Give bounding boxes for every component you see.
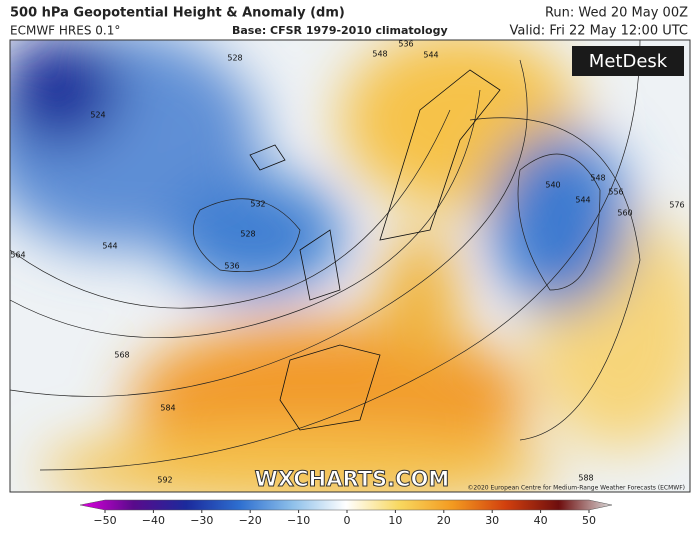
contour-label: 540 [545,181,560,190]
contour-label: 528 [240,230,255,239]
valid: Valid: Fri 22 May 12:00 UTC [509,24,688,39]
contour-label: 532 [250,200,265,209]
contour-label: 588 [578,474,593,483]
logo: MetDesk [589,51,668,72]
contour-label: 548 [372,50,387,59]
map-frame [9,39,691,493]
contour-label: 576 [669,201,684,210]
contour-label: 568 [114,351,129,360]
colorbar-tick-label: −30 [190,514,213,527]
copyright: ©2020 European Centre for Medium-Range W… [467,485,685,492]
base: Base: CFSR 1979-2010 climatology [232,24,448,37]
colorbar-tick-label: −40 [142,514,165,527]
colorbar: −50 −40 −30 −20 −10 0 10 20 30 40 50 [79,499,613,527]
colorbar-tick-label: 20 [437,514,451,527]
title: 500 hPa Geopotential Height & Anomaly (d… [10,6,345,21]
colorbar-tick-label: −50 [93,514,116,527]
watermark: WXCHARTS.COM [255,467,450,491]
contour-label: 564 [10,251,25,260]
contour-label: 560 [617,209,632,218]
colorbar-tick-label: 40 [534,514,548,527]
contour-label: 536 [224,262,239,271]
contour-label: 536 [398,40,413,49]
contour-label: 548 [590,174,605,183]
model: ECMWF HRES 0.1° [10,24,120,38]
contour-label: 556 [608,188,623,197]
contour-label: 528 [227,54,242,63]
contour-label: 592 [157,476,172,485]
run: Run: Wed 20 May 00Z [545,6,688,21]
contour-label: 544 [423,51,438,60]
map [10,40,690,492]
logo-box [572,46,684,76]
contour-labels: 532 528 536 544 564 568 584 592 548 544 536 540 544 5… [10,40,684,485]
colorbar-scale [79,499,613,511]
colorbar-tick-label: 0 [344,514,351,527]
contour-label: 584 [160,404,175,413]
colorbar-tick-label: −10 [287,514,310,527]
colorbar-tick-label: 30 [485,514,499,527]
colorbar-tick-label: 10 [388,514,402,527]
contour-label: 544 [102,242,117,251]
contour-label: 524 [90,111,105,120]
colorbar-tick-label: −20 [239,514,262,527]
contour-label: 544 [575,196,590,205]
colorbar-tick-label: 50 [582,514,596,527]
